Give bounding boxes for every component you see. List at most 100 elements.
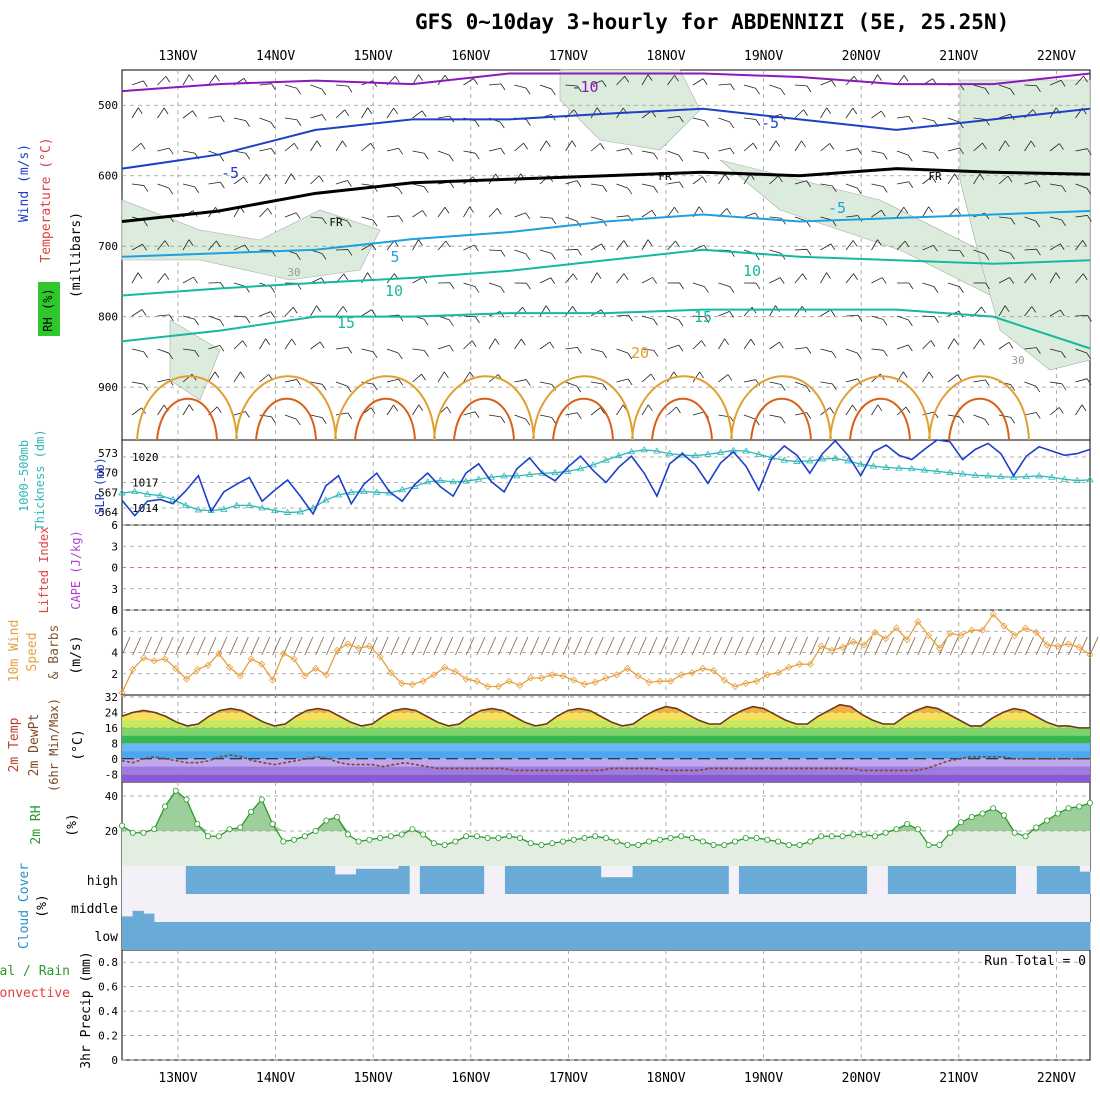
wind10-barb (982, 636, 991, 656)
rh2m-point (882, 829, 889, 836)
wind10-point (1032, 628, 1040, 636)
cloud-high (707, 866, 719, 894)
slp-tick-label: 1017 (132, 477, 159, 490)
thickness-point (232, 501, 241, 508)
wind-barb (412, 110, 427, 119)
date-label-top: 22NOV (1037, 49, 1076, 64)
isotherm-15 (121, 308, 1091, 350)
wind-barb (922, 176, 937, 185)
wind10-barb (723, 636, 733, 656)
wind-barb (310, 216, 327, 225)
wind-barb (310, 84, 327, 96)
thickness-point (831, 454, 839, 461)
cloud-high (441, 866, 453, 894)
wind-barb (743, 117, 761, 126)
cloud-high (260, 866, 272, 894)
wind-barb (845, 240, 858, 251)
temp2m-label-2: 2m DewPt (27, 714, 42, 777)
precip-tick-label: 0.6 (98, 981, 118, 994)
wind10-barb (928, 636, 938, 656)
wind10-point (215, 649, 223, 658)
cape-label: CAPE (J/kg) (69, 530, 83, 609)
wind-barb (590, 243, 606, 251)
rh2m-point (527, 840, 534, 847)
isotherm-20 (334, 375, 436, 441)
thickness-point (487, 473, 496, 480)
wind-barb (284, 143, 299, 152)
wind-barb (208, 315, 225, 327)
thickness-point (513, 472, 521, 479)
cloud-label-2: (%) (35, 894, 50, 917)
wind-barb (157, 240, 170, 251)
rh2m-point (549, 840, 556, 847)
wind-barb (590, 272, 602, 284)
wind-barb (947, 173, 959, 185)
wind-barb (259, 83, 276, 90)
rh-shading (559, 69, 701, 151)
wind-barb (1075, 183, 1092, 195)
wind-barb (539, 249, 556, 260)
wind-barb (973, 173, 985, 185)
wind-barb (973, 142, 987, 152)
rh-legend-swatch (38, 282, 60, 336)
wind-barb (259, 338, 271, 350)
rh2m-point (1000, 812, 1007, 819)
thickness-point (309, 504, 317, 511)
cloud-high (611, 877, 623, 894)
rh2m-point (1087, 800, 1094, 807)
isotherm-25 (552, 397, 614, 441)
wind-barb (1049, 348, 1066, 359)
wind10-point (903, 636, 911, 644)
wind10-point (602, 674, 610, 682)
wind-barb (1049, 381, 1067, 391)
wind10-point (548, 671, 556, 679)
wind10-point (387, 669, 395, 677)
cloud-high (302, 866, 314, 894)
thickness-point (118, 489, 126, 496)
precip-label-1: Total / Rain (0, 964, 70, 979)
cloud-middle (132, 910, 144, 922)
wind10-barb (1068, 636, 1077, 656)
wind-barb (182, 110, 197, 119)
wind10-point (344, 640, 352, 648)
wind-barb (641, 404, 653, 416)
temp-band (122, 774, 1090, 782)
wind-barb (896, 282, 914, 290)
wind10-point (139, 654, 148, 662)
wind-barb (616, 273, 629, 284)
wind10-barb (788, 636, 798, 656)
temp-line (121, 703, 1090, 729)
wind-barb (871, 239, 882, 251)
wind-barb (386, 147, 404, 155)
upper-wind-label: Wind (m/s) (17, 144, 32, 222)
wind10-point (957, 631, 965, 640)
wind10-barb (702, 636, 712, 656)
isotherm-20 (235, 375, 337, 441)
cloud-category-label: low (95, 930, 119, 945)
cloud-high (994, 866, 1006, 894)
cloud-high (196, 866, 208, 894)
rh-tick-label: 40 (105, 790, 118, 803)
wind-barb (1024, 140, 1036, 152)
rh2m-point (764, 836, 771, 843)
wind-barb (1075, 314, 1092, 322)
wind-barb (463, 282, 480, 293)
rh2m-point (667, 835, 674, 842)
wind-barb (233, 371, 245, 383)
wind10-point (688, 669, 696, 677)
wind-barb (539, 277, 556, 284)
rh2m-point (280, 838, 287, 845)
wind-barb (896, 315, 913, 327)
thickness-point (602, 456, 610, 463)
wind-barb (947, 282, 964, 293)
cloud-high (632, 866, 644, 894)
wind-barb (590, 348, 607, 359)
thickness-label-2: Thickness (dm) (33, 429, 47, 530)
wind-barb (437, 315, 454, 327)
wind10-barb (186, 636, 195, 656)
rh2m-point (775, 838, 782, 845)
wind-barb (667, 344, 684, 352)
wind10-point (914, 618, 922, 626)
wind10-point (860, 641, 868, 649)
wind-barb (259, 117, 276, 129)
